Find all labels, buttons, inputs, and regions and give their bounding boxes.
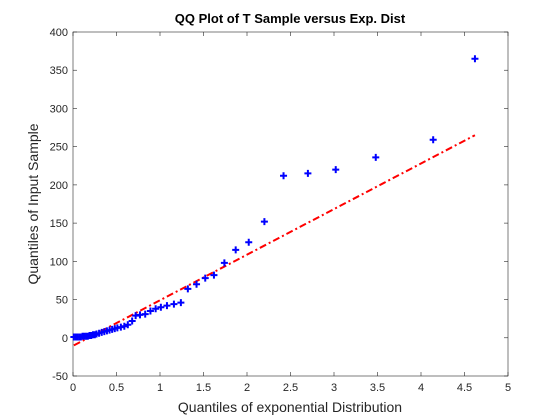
- data-point: [280, 172, 288, 180]
- data-point: [304, 169, 312, 177]
- y-tick-label: 400: [50, 27, 68, 39]
- data-point: [201, 274, 209, 282]
- y-tick-label: 200: [50, 180, 68, 192]
- x-tick-label: 3.5: [370, 382, 385, 394]
- axes-box: [72, 31, 509, 377]
- y-tick-label: 300: [50, 103, 68, 115]
- data-point: [471, 55, 479, 63]
- data-point: [146, 307, 154, 315]
- data-point: [157, 303, 165, 311]
- x-axis-ticks: [72, 32, 509, 376]
- data-point: [128, 317, 136, 325]
- data-point: [332, 166, 340, 174]
- data-points-layer: [70, 55, 479, 341]
- y-tick-label: 0: [62, 333, 68, 345]
- chart-title: QQ Plot of T Sample versus Exp. Dist: [175, 11, 406, 26]
- y-axis-tick-labels: -50 0 50 100 150 200 250 300 350 400: [50, 27, 68, 383]
- x-tick-label: 4.5: [457, 382, 472, 394]
- data-point: [232, 246, 240, 254]
- x-tick-label: 0.5: [109, 382, 124, 394]
- data-point: [193, 280, 201, 288]
- x-tick-label: 2.5: [283, 382, 298, 394]
- x-axis-label: Quantiles of exponential Distribution: [178, 399, 402, 415]
- y-tick-label: 150: [50, 218, 68, 230]
- y-tick-label: 350: [50, 65, 68, 77]
- data-point: [170, 300, 178, 308]
- data-point: [210, 271, 218, 279]
- data-point: [260, 218, 268, 226]
- reference-line-layer: [73, 134, 476, 347]
- x-axis-tick-labels: 0 0.5 1 1.5 2 2.5 3 3.5 4 4.5 5: [70, 382, 511, 394]
- x-tick-label: 1: [157, 382, 163, 394]
- data-point: [177, 299, 185, 307]
- data-point: [429, 136, 437, 144]
- x-tick-label: 3: [331, 382, 337, 394]
- reference-line: [73, 134, 476, 347]
- y-tick-label: 250: [50, 142, 68, 154]
- data-point: [372, 153, 380, 161]
- data-point: [220, 259, 228, 267]
- data-point: [163, 302, 171, 310]
- y-axis-label: Quantiles of Input Sample: [25, 123, 41, 284]
- plot-area: 0 0.5 1 1.5 2 2.5 3 3.5 4 4.5 5 -50050100150200250…: [50, 27, 511, 394]
- x-tick-label: 4: [418, 382, 424, 394]
- y-tick-label: -50: [52, 371, 68, 383]
- data-point: [184, 285, 192, 293]
- data-point: [141, 310, 149, 318]
- x-tick-label: 0: [70, 382, 76, 394]
- data-point: [152, 305, 160, 313]
- data-point: [245, 238, 253, 246]
- y-tick-label: 50: [56, 295, 68, 307]
- data-point: [124, 321, 132, 329]
- x-tick-label: 2: [244, 382, 250, 394]
- x-tick-label: 1.5: [196, 382, 211, 394]
- y-tick-label: 100: [50, 256, 68, 268]
- x-tick-label: 5: [505, 382, 511, 394]
